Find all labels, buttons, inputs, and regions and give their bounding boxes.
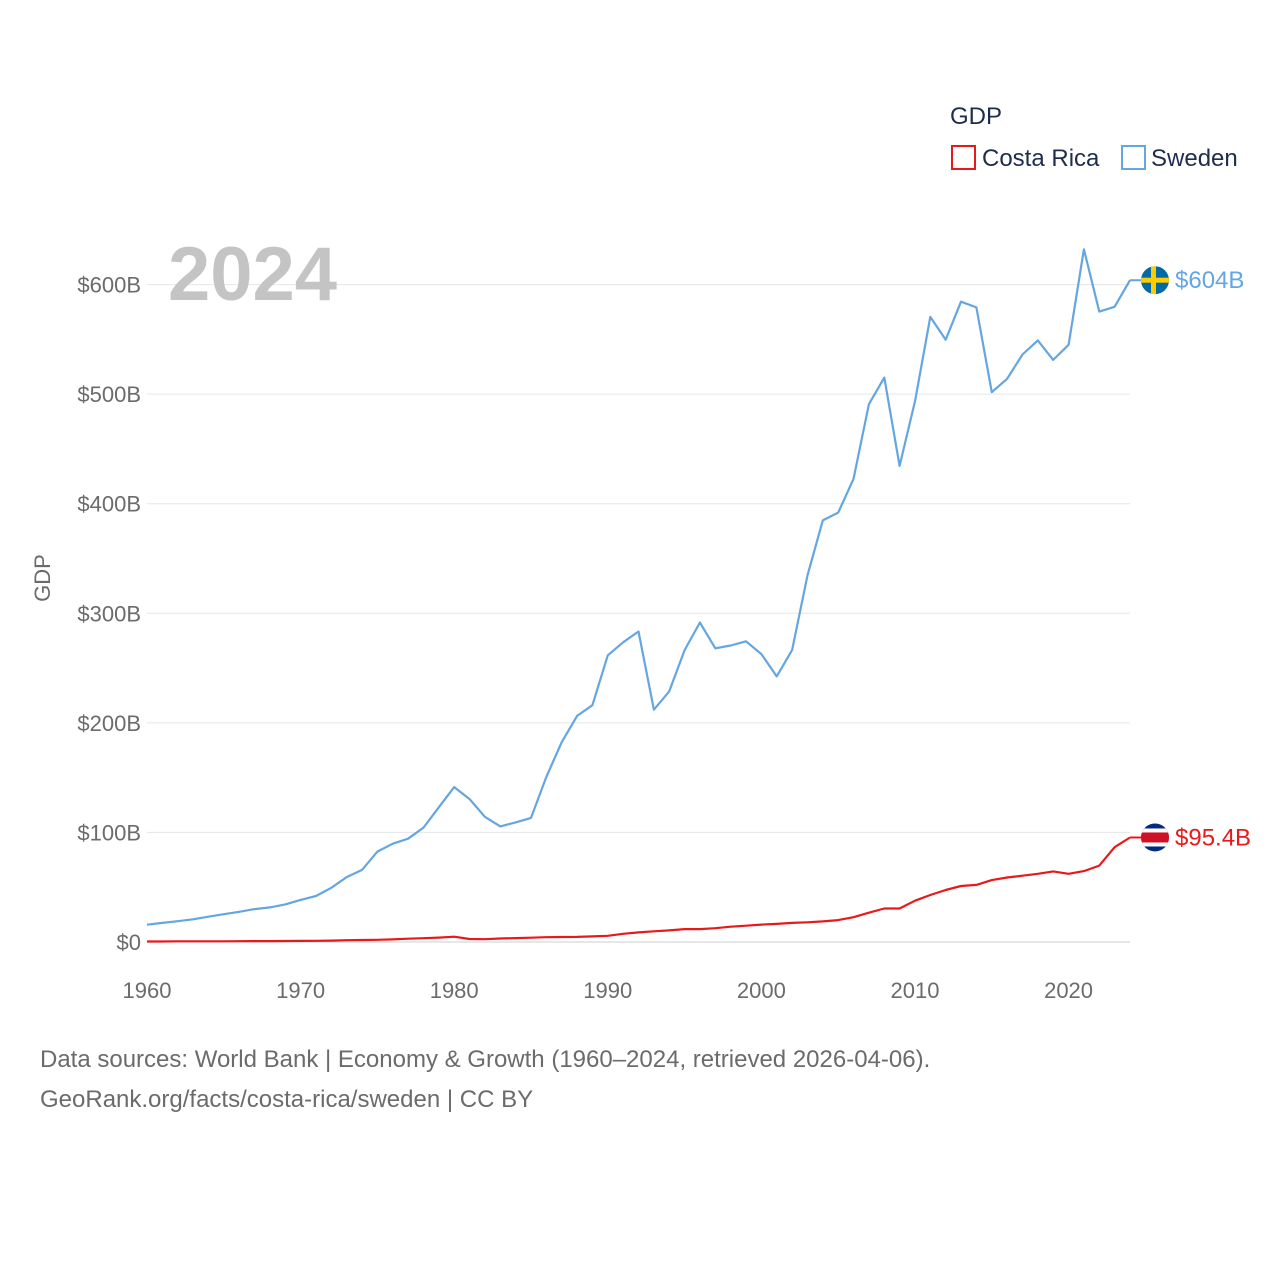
current-year-label: 2024: [168, 232, 337, 317]
legend: GDP Costa Rica Sweden: [950, 103, 1238, 172]
x-tick-label: 2010: [890, 978, 939, 1003]
y-axis-ticks: $0 $100B $200B $300B $400B $500B $600B: [77, 273, 141, 955]
x-tick-label: 2000: [737, 978, 786, 1003]
y-tick-label: $200B: [77, 711, 141, 736]
end-value-label-costa-rica: $95.4B: [1175, 824, 1251, 851]
footer-sources: Data sources: World Bank | Economy & Gro…: [40, 1046, 931, 1073]
gridlines: [147, 284, 1130, 943]
y-axis-label: GDP: [30, 554, 55, 602]
x-axis-ticks: 1960 1970 1980 1990 2000 2010 2020: [123, 978, 1094, 1003]
y-tick-label: $400B: [77, 492, 141, 517]
end-value-label-sweden: $604B: [1175, 267, 1244, 294]
series-line-costa-rica: [147, 836, 1131, 943]
x-tick-label: 1990: [583, 978, 632, 1003]
legend-swatch-costa-rica: [951, 145, 976, 170]
flag-costa-rica-icon: [1141, 823, 1169, 852]
series-line-sweden: [146, 248, 1131, 926]
legend-swatch-sweden: [1121, 145, 1146, 170]
x-tick-label: 1980: [430, 978, 479, 1003]
flag-sweden-icon: [1141, 266, 1169, 295]
footer-link: GeoRank.org/facts/costa-rica/sweden | CC…: [40, 1086, 534, 1113]
x-tick-label: 2020: [1044, 978, 1093, 1003]
series-lines: [146, 248, 1131, 943]
y-tick-label: $500B: [77, 382, 141, 407]
legend-label-sweden: Sweden: [1151, 145, 1238, 172]
y-tick-label: $100B: [77, 820, 141, 845]
y-tick-label: $0: [117, 930, 141, 955]
x-tick-label: 1970: [276, 978, 325, 1003]
y-tick-label: $300B: [77, 601, 141, 626]
legend-title: GDP: [950, 103, 1002, 130]
series-end-markers: $95.4B $604B: [1130, 266, 1251, 852]
legend-label-costa-rica: Costa Rica: [982, 145, 1100, 172]
x-tick-label: 1960: [123, 978, 172, 1003]
y-tick-label: $600B: [77, 273, 141, 298]
